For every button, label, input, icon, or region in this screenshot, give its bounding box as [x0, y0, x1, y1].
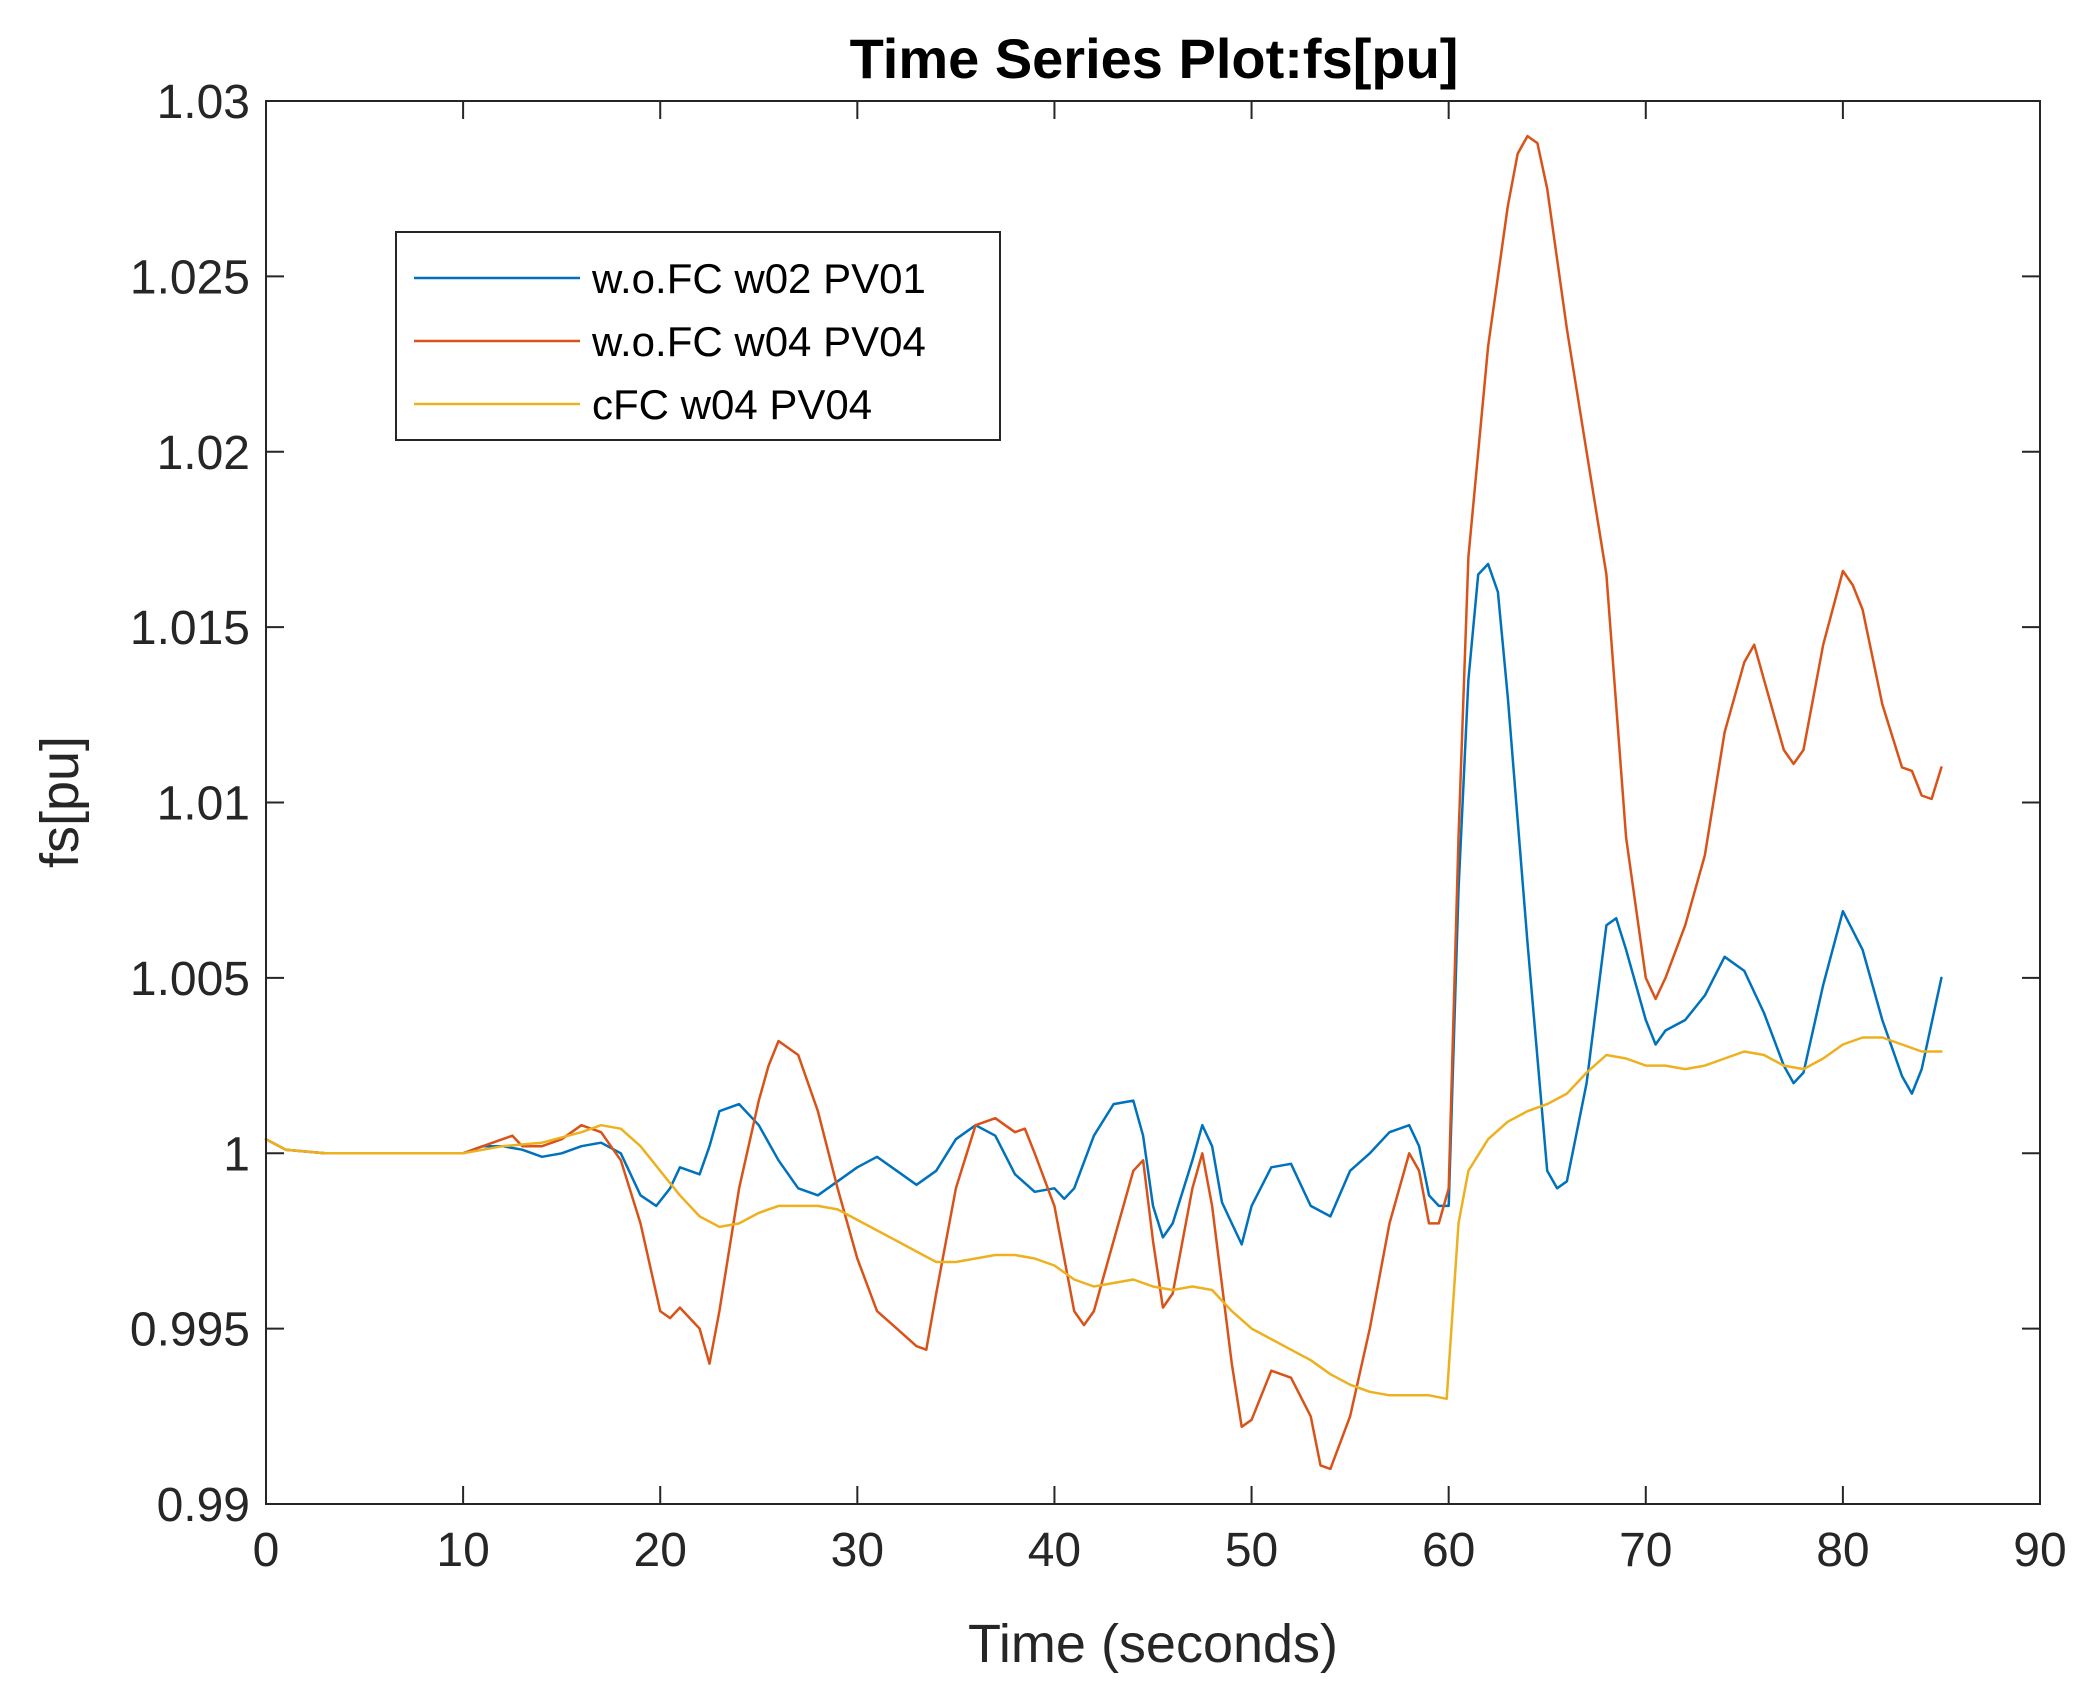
x-tick-label: 60 — [1422, 1524, 1475, 1577]
chart-title: Time Series Plot:fs[pu] — [850, 27, 1459, 90]
legend-label-2: w.o.FC w04 PV04 — [591, 318, 926, 365]
x-tick-label: 0 — [253, 1524, 280, 1577]
x-tick-label: 20 — [634, 1524, 687, 1577]
y-tick-label: 1.03 — [157, 76, 250, 129]
x-tick-label: 70 — [1619, 1524, 1672, 1577]
y-axis-label: fs[pu] — [30, 736, 90, 868]
series-line-1 — [264, 562, 1943, 1246]
x-tick-label: 10 — [436, 1524, 489, 1577]
legend: w.o.FC w02 PV01 w.o.FC w04 PV04 cFC w04 PV… — [395, 231, 1001, 441]
series-line-2 — [264, 134, 1943, 1471]
y-tick-label: 0.995 — [130, 1304, 250, 1357]
y-tick-label: 1.01 — [157, 778, 250, 831]
x-tick-label: 90 — [2013, 1524, 2066, 1577]
y-tick-label: 1 — [223, 1128, 250, 1181]
x-tick-label: 30 — [831, 1524, 884, 1577]
series-line-3 — [264, 1036, 1943, 1401]
legend-label-3: cFC w04 PV04 — [592, 381, 872, 428]
legend-box — [395, 231, 1001, 441]
y-tick-label: 0.99 — [157, 1479, 250, 1532]
y-tick-label: 1.015 — [130, 602, 250, 655]
x-tick-label: 40 — [1028, 1524, 1081, 1577]
plot-box — [265, 100, 2041, 1505]
y-axis: 0.99 0.995 1 1.005 1.01 1.015 1.02 1.025 1.03 — [130, 76, 2040, 1532]
x-tick-label: 80 — [1816, 1524, 1869, 1577]
y-tick-label: 1.02 — [157, 427, 250, 480]
legend-label-1: w.o.FC w02 PV01 — [591, 255, 926, 302]
series-lines — [264, 134, 1943, 1471]
y-tick-label: 1.005 — [130, 953, 250, 1006]
x-tick-label: 50 — [1225, 1524, 1278, 1577]
y-tick-label: 1.025 — [130, 251, 250, 304]
x-axis: 0 10 20 30 40 50 60 70 80 90 — [253, 101, 2067, 1577]
x-axis-label: Time (seconds) — [968, 1614, 1338, 1674]
